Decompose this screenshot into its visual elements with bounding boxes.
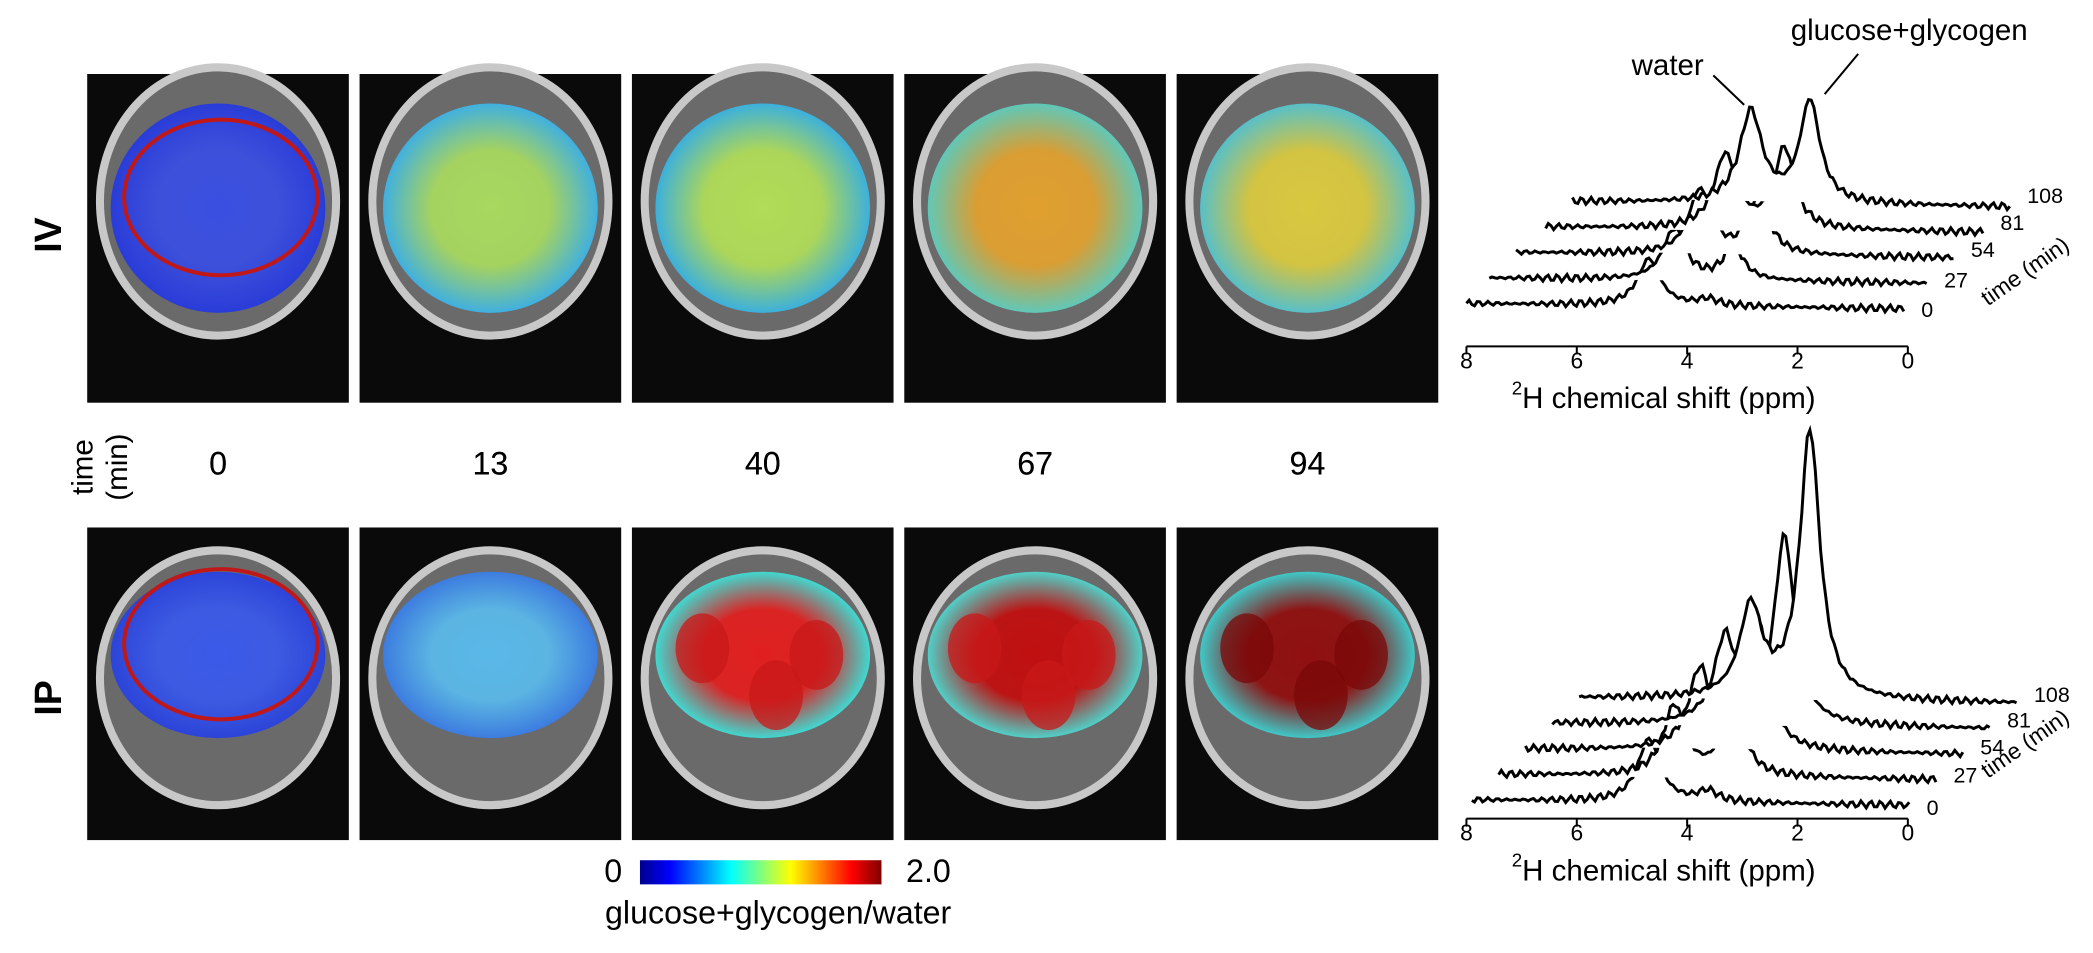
colorbar-min: 0 [604,853,622,889]
row-label: IP [27,680,69,715]
time-value: 94 [1290,445,1326,481]
mri-hotspot [1061,620,1116,690]
time-value: 0 [209,445,227,481]
mri-hotspot [675,613,730,684]
time-value: 67 [1017,445,1053,481]
mri-map [383,103,598,313]
mri-map [110,103,326,313]
x-tick-label: 2 [1791,820,1804,846]
trace-label: 108 [2034,683,2070,707]
x-tick-label: 0 [1902,347,1915,373]
colorbar [639,860,882,885]
mri-hotspot [1294,660,1348,731]
x-axis-label-sup: 2 [1512,850,1522,871]
spectrum-trace [1465,256,1906,315]
roi-outline [122,567,320,722]
spectrum-trace [1578,424,2018,707]
x-tick-label: 6 [1570,820,1583,846]
colorbar-max: 2.0 [906,853,951,889]
mri-map [655,103,871,313]
time-label: time (min) [66,434,134,501]
mri-map [655,571,871,739]
annotation: glucose+glycogen [1791,14,2028,47]
roi-outline [122,117,320,278]
time-value: 0 [209,445,227,481]
trace-label: 0 [1927,796,1939,820]
x-tick-label: 4 [1681,820,1694,846]
time-value: 13 [472,445,508,481]
spectrum-trace [1515,185,1954,263]
mri-map [383,571,598,739]
mri-hotspot [1334,620,1388,690]
mri-map [927,103,1143,313]
colorbar-label: glucose+glycogen/water [605,895,952,931]
x-tick-label: 4 [1681,347,1694,373]
x-axis-label-text: H chemical shift (ppm) [1522,854,1815,887]
mri-map [1200,103,1415,313]
annotation-line [1712,74,1745,106]
x-axis-label: 2H chemical shift (ppm) [1512,377,1816,415]
x-tick-label: 8 [1460,347,1473,373]
trace-label: 54 [1980,736,2004,760]
trace-label: 27 [1944,269,1968,293]
trace-label: 81 [2007,709,2031,733]
x-axis-label-text: H chemical shift (ppm) [1522,382,1815,415]
mri-hotspot [749,660,803,731]
annotation-line [1823,53,1859,95]
x-axis-label: 2H chemical shift (ppm) [1512,850,1816,888]
spectrum-trace [1471,736,1911,811]
trace-label: 108 [2027,184,2063,208]
mri-hotspot [1220,613,1274,684]
x-tick-label: 6 [1570,347,1583,373]
trace-label: 0 [1921,298,1933,322]
time-value: 40 [745,445,781,481]
x-tick-label: 8 [1460,820,1473,846]
time-label-line: (min) [101,434,134,501]
time-value: 67 [1017,445,1053,481]
trace-label: 27 [1953,764,1977,788]
spectrum-trace [1488,225,1928,289]
x-axis-label-sup: 2 [1512,377,1522,398]
trace-label: 54 [1971,238,1995,262]
x-tick-label: 2 [1791,347,1804,373]
row-label: IV [27,217,69,252]
x-tick-label: 0 [1902,820,1915,846]
mri-map [927,571,1143,739]
time-value: 94 [1290,445,1326,481]
trace-label: 81 [2000,211,2024,235]
time-value: 13 [472,445,508,481]
annotation: water [1631,49,1704,82]
mri-map [1200,571,1415,739]
mri-hotspot [947,613,1002,684]
spectrum-trace [1571,97,2011,213]
mri-map [110,571,326,739]
mri-hotspot [1021,660,1076,731]
time-label-line: time [66,439,99,495]
mri-hotspot [789,620,844,690]
time-value: 40 [745,445,781,481]
